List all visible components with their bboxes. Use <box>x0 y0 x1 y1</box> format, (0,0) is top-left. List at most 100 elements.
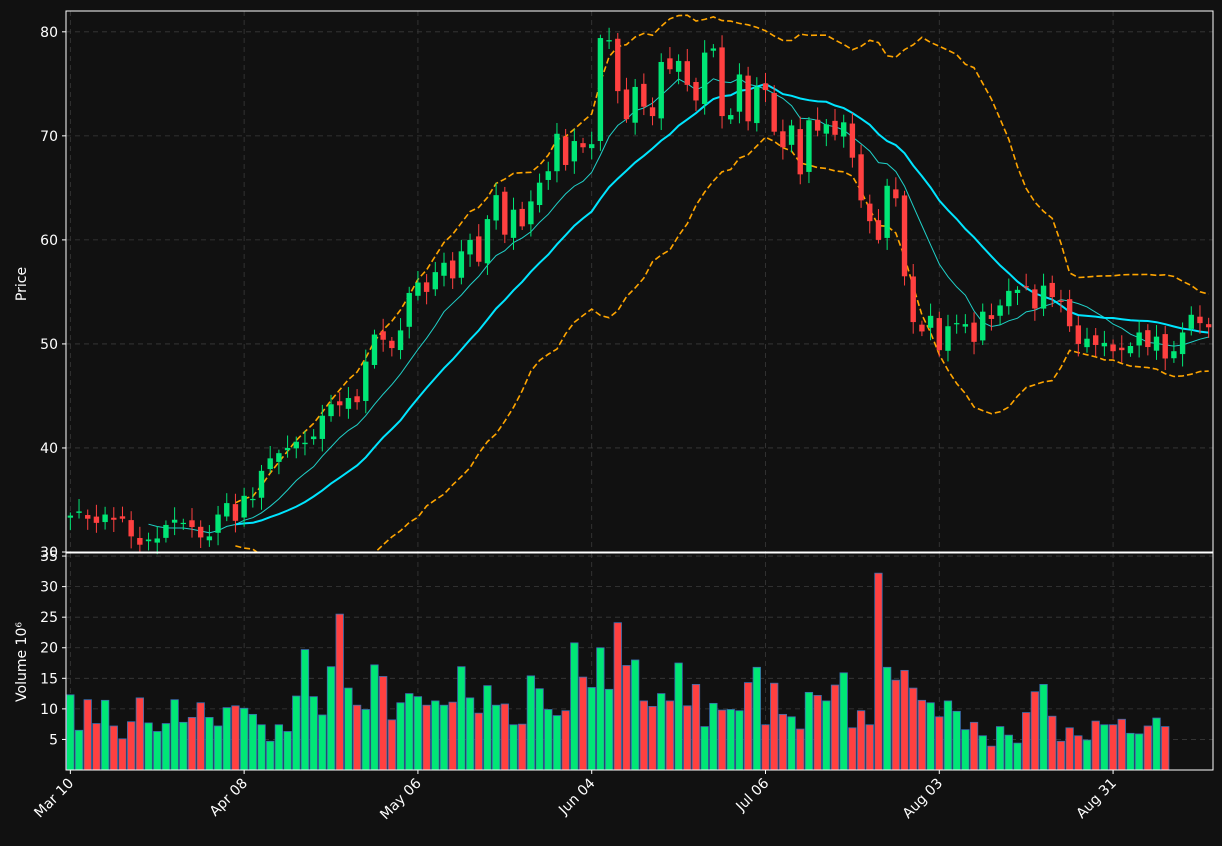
candle-body <box>1171 351 1177 359</box>
volume-bar <box>700 726 709 771</box>
candle-body <box>684 61 690 85</box>
candle-body <box>1084 338 1090 348</box>
volume-bar <box>379 676 388 771</box>
volume-bar <box>491 704 501 771</box>
volume-ytick-label: 10 <box>40 702 58 718</box>
candle-body <box>1205 324 1212 328</box>
volume-bar <box>691 684 701 771</box>
candle-body <box>1179 332 1186 355</box>
candle-body <box>919 324 925 332</box>
candle-body <box>867 203 873 222</box>
volume-bar <box>622 665 631 771</box>
upper-band-line <box>235 14 1209 504</box>
volume-bar <box>1117 718 1126 771</box>
volume-bar <box>387 719 396 771</box>
candle-body <box>484 219 491 264</box>
candle-body <box>901 195 908 277</box>
candle-body <box>675 60 682 72</box>
volume-bar <box>1030 691 1040 771</box>
volume-bar <box>326 666 336 771</box>
candle-body <box>571 141 578 162</box>
volume-bar <box>179 721 188 771</box>
volume-bar <box>1135 733 1144 771</box>
volume-bar <box>1004 734 1013 771</box>
candle-body <box>997 305 1003 316</box>
candle-body <box>658 61 664 119</box>
volume-bar <box>1161 726 1170 771</box>
candle-body <box>363 361 369 401</box>
volume-bar <box>544 709 553 771</box>
volume-bar <box>352 704 362 771</box>
candle-body <box>832 120 838 135</box>
volume-bar <box>856 710 866 771</box>
volume-bar <box>709 702 718 771</box>
candle-body <box>76 511 82 513</box>
volume-bar <box>335 613 344 771</box>
volume-bar <box>778 713 788 771</box>
volume-bar <box>752 666 761 771</box>
volume-bar <box>1065 727 1074 771</box>
candle-body <box>971 322 977 342</box>
candle-body <box>458 251 465 278</box>
candle-body <box>258 470 265 498</box>
volume-bar <box>274 724 284 771</box>
candle-body <box>562 136 569 165</box>
volume-bar <box>422 704 431 771</box>
volume-bar <box>674 662 683 771</box>
candlesticks <box>67 27 1212 555</box>
candle-body <box>354 396 360 403</box>
candle-body <box>406 292 412 327</box>
volume-bar <box>344 687 353 771</box>
volume-bar <box>257 724 266 771</box>
volume-ytick-label: 30 <box>40 580 58 596</box>
volume-bar <box>995 726 1005 771</box>
volume-bar <box>883 666 892 771</box>
candle-body <box>145 539 152 542</box>
candle-body <box>945 326 951 351</box>
candle-body <box>632 86 638 123</box>
candle-body <box>788 125 795 145</box>
candle-body <box>762 83 769 91</box>
volume-bar <box>431 700 440 771</box>
bollinger-bands <box>235 14 1209 552</box>
volume-bar <box>1143 725 1152 771</box>
candle-body <box>423 282 430 292</box>
volume-bar <box>309 696 318 771</box>
candle-body <box>884 185 890 238</box>
price-ytick-label: 40 <box>40 441 58 457</box>
candle-body <box>1188 314 1194 329</box>
volume-bar <box>465 697 475 771</box>
candle-body <box>476 236 482 262</box>
candle-body <box>493 195 499 221</box>
volume-bar <box>717 709 727 771</box>
candle-body <box>615 38 621 92</box>
price-ytick-label: 70 <box>40 129 58 145</box>
volume-bar <box>665 700 675 771</box>
candle-body <box>936 318 942 351</box>
candle-body <box>554 133 560 172</box>
volume-bar <box>1048 715 1057 771</box>
candle-body <box>250 498 256 501</box>
candle-body <box>1032 289 1038 309</box>
volume-bar <box>127 721 136 771</box>
volume-bar <box>318 714 327 771</box>
candle-body <box>467 239 473 255</box>
candle-body <box>719 47 725 117</box>
volume-bar <box>1126 732 1135 771</box>
candle-body <box>337 401 343 406</box>
volume-bar <box>396 702 405 771</box>
candle-body <box>580 143 586 148</box>
volume-bar <box>448 701 457 771</box>
candle-body <box>849 123 856 158</box>
volume-bar <box>231 705 240 771</box>
volume-bar <box>474 712 483 771</box>
volume-bar <box>170 699 179 771</box>
volume-bar <box>266 740 275 771</box>
candle-body <box>163 524 169 538</box>
candle-body <box>171 519 178 523</box>
candle-body <box>536 182 543 206</box>
candle-body <box>128 520 134 537</box>
candle-body <box>111 517 117 520</box>
candle-body <box>806 120 812 172</box>
volume-bar <box>135 697 144 771</box>
